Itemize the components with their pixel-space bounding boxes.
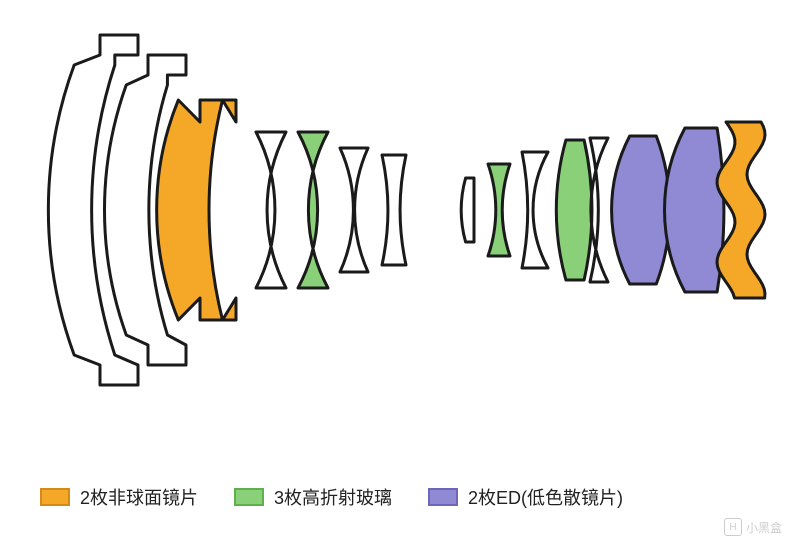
legend-label-ed: 2枚ED(低色散镜片)	[468, 484, 623, 510]
lens-diagram-svg	[0, 0, 790, 542]
legend-swatch-aspherical	[40, 488, 70, 506]
legend: 2枚非球面镜片 3枚高折射玻璃 2枚ED(低色散镜片)	[40, 484, 623, 510]
watermark-text: 小黑盒	[746, 519, 782, 536]
legend-swatch-ed	[428, 488, 458, 506]
legend-label-aspherical: 2枚非球面镜片	[80, 484, 198, 510]
legend-swatch-high-refraction	[234, 488, 264, 506]
lens-ed-2	[664, 128, 723, 292]
watermark-icon: H	[724, 518, 742, 536]
lens-plano-1	[461, 178, 474, 242]
lens-diagram-container: 2枚非球面镜片 3枚高折射玻璃 2枚ED(低色散镜片) H 小黑盒	[0, 0, 790, 542]
legend-item-ed: 2枚ED(低色散镜片)	[428, 484, 623, 510]
lens-high-refraction-3	[556, 140, 592, 280]
legend-item-high-refraction: 3枚高折射玻璃	[234, 484, 392, 510]
lens-doublet-rear-a	[522, 152, 548, 268]
watermark: H 小黑盒	[724, 518, 782, 536]
lens-aspherical-1	[157, 100, 236, 320]
lens-biconcave-3	[382, 155, 406, 265]
lens-high-refraction-2	[488, 164, 510, 256]
lens-biconcave-1	[256, 132, 286, 288]
lens-high-refraction-1	[298, 132, 328, 288]
lens-biconcave-2	[340, 148, 368, 272]
legend-label-high-refraction: 3枚高折射玻璃	[274, 484, 392, 510]
legend-item-aspherical: 2枚非球面镜片	[40, 484, 198, 510]
lens-ed-1	[612, 136, 670, 284]
